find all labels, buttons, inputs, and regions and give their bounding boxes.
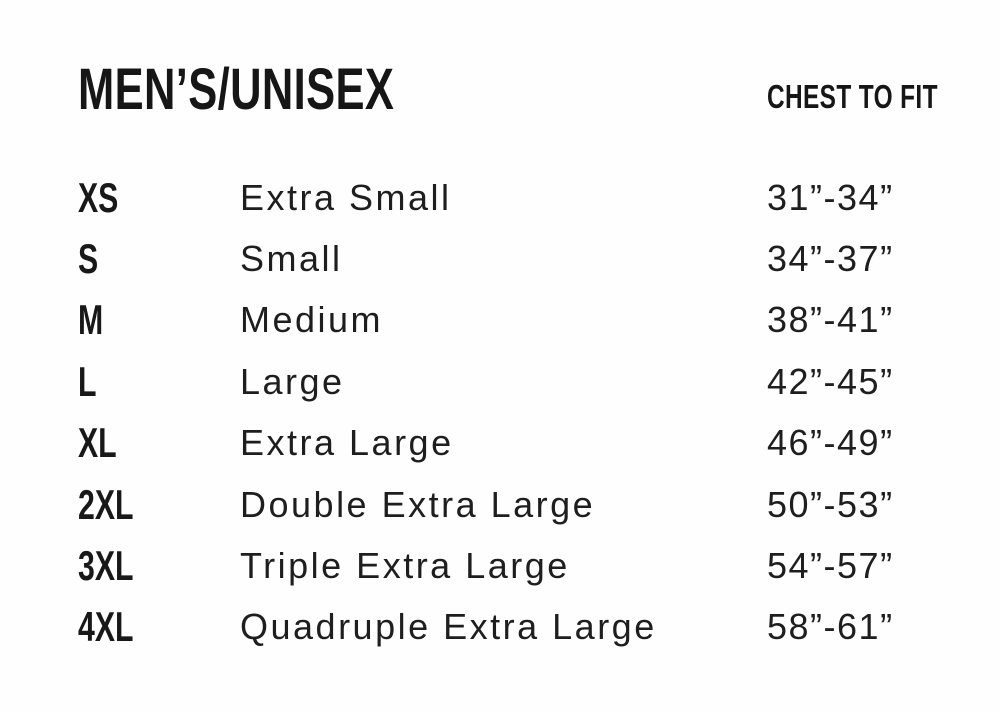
table-row: XL Extra Large 46”-49” xyxy=(78,413,980,474)
size-code: 3XL xyxy=(78,542,134,590)
size-code: M xyxy=(78,296,104,344)
table-row: S Small 34”-37” xyxy=(78,228,980,289)
size-name: Medium xyxy=(240,299,384,341)
size-code: XL xyxy=(78,419,117,467)
size-name: Extra Large xyxy=(240,422,454,464)
chest-range: 46”-49” xyxy=(767,422,894,464)
size-table: XS Extra Small 31”-34” S Small 34”-37” M… xyxy=(78,167,980,658)
size-name: Double Extra Large xyxy=(240,483,596,525)
size-code: S xyxy=(78,235,99,283)
chest-to-fit-column-header: CHEST TO FIT xyxy=(767,78,938,115)
chest-range: 58”-61” xyxy=(767,606,894,648)
chest-range: 31”-34” xyxy=(767,176,894,218)
table-row: 2XL Double Extra Large 50”-53” xyxy=(78,474,980,535)
table-row: XS Extra Small 31”-34” xyxy=(78,167,980,228)
size-code: 4XL xyxy=(78,603,134,651)
chest-range: 42”-45” xyxy=(767,360,894,402)
chest-range: 50”-53” xyxy=(767,483,894,525)
chest-range: 34”-37” xyxy=(767,238,894,280)
table-row: M Medium 38”-41” xyxy=(78,290,980,351)
table-row: 4XL Quadruple Extra Large 58”-61” xyxy=(78,597,980,658)
size-name: Extra Small xyxy=(240,176,452,218)
page-title: MEN’S/UNISEX xyxy=(78,57,395,122)
chest-range: 54”-57” xyxy=(767,545,894,587)
size-name: Quadruple Extra Large xyxy=(240,606,657,648)
size-code: L xyxy=(78,357,97,405)
size-name: Large xyxy=(240,360,345,402)
table-row: L Large 42”-45” xyxy=(78,351,980,412)
chest-range: 38”-41” xyxy=(767,299,894,341)
size-code: 2XL xyxy=(78,480,134,528)
size-code: XS xyxy=(78,173,119,221)
size-name: Triple Extra Large xyxy=(240,545,570,587)
table-row: 3XL Triple Extra Large 54”-57” xyxy=(78,535,980,596)
size-name: Small xyxy=(240,238,343,280)
